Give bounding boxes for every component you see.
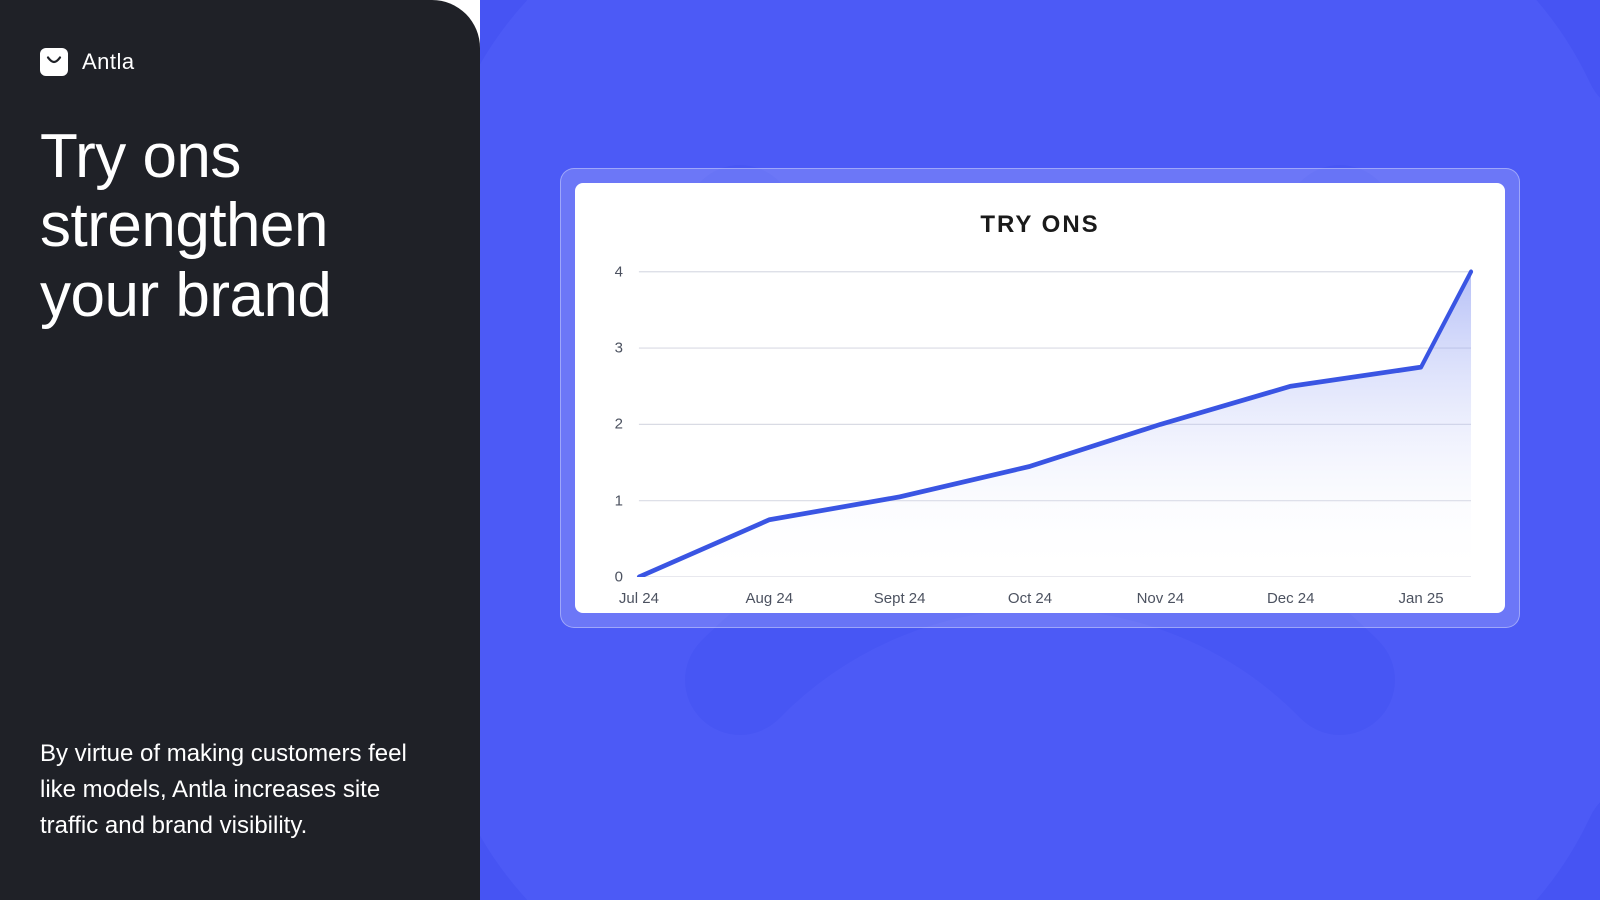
subtext: By virtue of making customers feel like … xyxy=(40,736,440,844)
y-tick-label: 4 xyxy=(599,263,623,280)
x-tick-label: Sept 24 xyxy=(874,590,926,607)
x-tick-label: Jul 24 xyxy=(619,590,659,607)
headline-text: Try ons strengthen your brand xyxy=(40,122,440,330)
x-tick-label: Nov 24 xyxy=(1137,590,1185,607)
y-tick-label: 1 xyxy=(599,492,623,509)
x-tick-label: Oct 24 xyxy=(1008,590,1052,607)
sidebar-panel: Antla Try ons strengthen your brand By v… xyxy=(0,0,480,900)
x-tick-label: Aug 24 xyxy=(745,590,793,607)
chart-title: TRY ONS xyxy=(603,211,1477,239)
chart-glass-frame: TRY ONS 01234Jul 24Aug 24Sept 24Oct 24No… xyxy=(560,168,1520,628)
brand-name: Antla xyxy=(82,49,135,75)
slide-root: Antla Try ons strengthen your brand By v… xyxy=(0,0,1600,900)
x-tick-label: Dec 24 xyxy=(1267,590,1315,607)
y-tick-label: 3 xyxy=(599,340,623,357)
y-tick-label: 2 xyxy=(599,416,623,433)
x-tick-label: Jan 25 xyxy=(1399,590,1444,607)
y-tick-label: 0 xyxy=(599,569,623,586)
chart-card: TRY ONS 01234Jul 24Aug 24Sept 24Oct 24No… xyxy=(575,183,1505,613)
brand-row: Antla xyxy=(40,48,440,76)
chart-plot-area: 01234Jul 24Aug 24Sept 24Oct 24Nov 24Dec … xyxy=(603,267,1477,577)
right-panel: TRY ONS 01234Jul 24Aug 24Sept 24Oct 24No… xyxy=(480,0,1600,900)
brand-logo-icon xyxy=(40,48,68,76)
